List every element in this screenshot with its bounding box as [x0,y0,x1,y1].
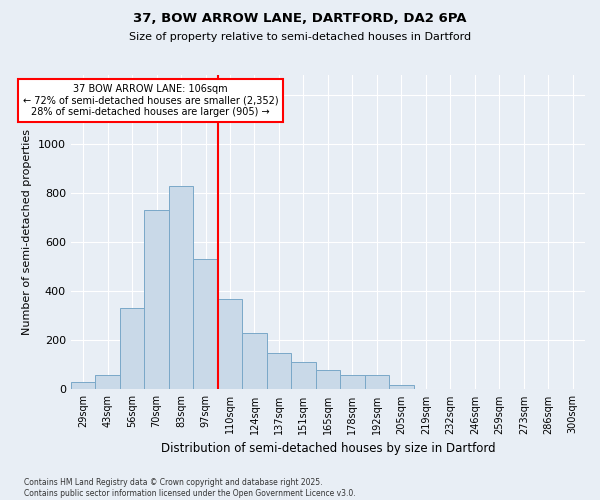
X-axis label: Distribution of semi-detached houses by size in Dartford: Distribution of semi-detached houses by … [161,442,495,455]
Text: 37, BOW ARROW LANE, DARTFORD, DA2 6PA: 37, BOW ARROW LANE, DARTFORD, DA2 6PA [133,12,467,26]
Text: Size of property relative to semi-detached houses in Dartford: Size of property relative to semi-detach… [129,32,471,42]
Bar [218,298,242,390]
Bar [389,384,413,390]
Bar [71,382,95,390]
Bar [120,308,144,390]
Bar [340,374,365,390]
Bar [193,259,218,390]
Bar [169,186,193,390]
Text: Contains HM Land Registry data © Crown copyright and database right 2025.
Contai: Contains HM Land Registry data © Crown c… [24,478,356,498]
Bar [267,352,291,390]
Text: 37 BOW ARROW LANE: 106sqm
← 72% of semi-detached houses are smaller (2,352)
28% : 37 BOW ARROW LANE: 106sqm ← 72% of semi-… [23,84,278,117]
Y-axis label: Number of semi-detached properties: Number of semi-detached properties [22,129,32,335]
Bar [365,374,389,390]
Bar [316,370,340,390]
Bar [144,210,169,390]
Bar [242,333,267,390]
Bar [291,362,316,390]
Bar [95,374,120,390]
